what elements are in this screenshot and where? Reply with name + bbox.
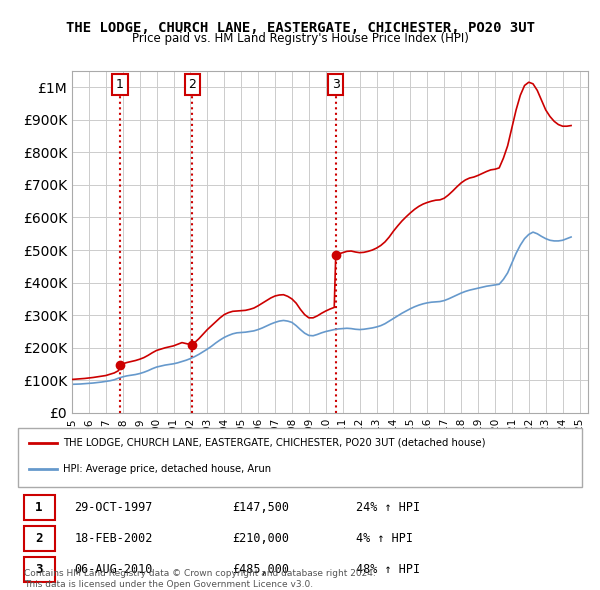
Text: 2: 2 (35, 532, 43, 545)
Text: THE LODGE, CHURCH LANE, EASTERGATE, CHICHESTER, PO20 3UT (detached house): THE LODGE, CHURCH LANE, EASTERGATE, CHIC… (63, 438, 485, 447)
Text: 18-FEB-2002: 18-FEB-2002 (74, 532, 153, 545)
Text: 24% ↑ HPI: 24% ↑ HPI (356, 501, 421, 514)
FancyBboxPatch shape (23, 494, 55, 520)
Text: Contains HM Land Registry data © Crown copyright and database right 2024.
This d: Contains HM Land Registry data © Crown c… (24, 569, 376, 589)
Text: 06-AUG-2010: 06-AUG-2010 (74, 563, 153, 576)
Text: 48% ↑ HPI: 48% ↑ HPI (356, 563, 421, 576)
Text: 3: 3 (35, 563, 43, 576)
Text: £485,000: £485,000 (232, 563, 289, 576)
FancyBboxPatch shape (23, 526, 55, 551)
Text: THE LODGE, CHURCH LANE, EASTERGATE, CHICHESTER, PO20 3UT: THE LODGE, CHURCH LANE, EASTERGATE, CHIC… (65, 21, 535, 35)
FancyBboxPatch shape (23, 557, 55, 582)
Text: HPI: Average price, detached house, Arun: HPI: Average price, detached house, Arun (63, 464, 271, 474)
FancyBboxPatch shape (18, 428, 582, 487)
Text: £210,000: £210,000 (232, 532, 289, 545)
Text: Price paid vs. HM Land Registry's House Price Index (HPI): Price paid vs. HM Land Registry's House … (131, 32, 469, 45)
Text: 1: 1 (35, 501, 43, 514)
Text: 4% ↑ HPI: 4% ↑ HPI (356, 532, 413, 545)
Text: 29-OCT-1997: 29-OCT-1997 (74, 501, 153, 514)
Text: 3: 3 (332, 78, 340, 91)
Text: 2: 2 (188, 78, 196, 91)
Text: 1: 1 (116, 78, 124, 91)
Text: £147,500: £147,500 (232, 501, 289, 514)
